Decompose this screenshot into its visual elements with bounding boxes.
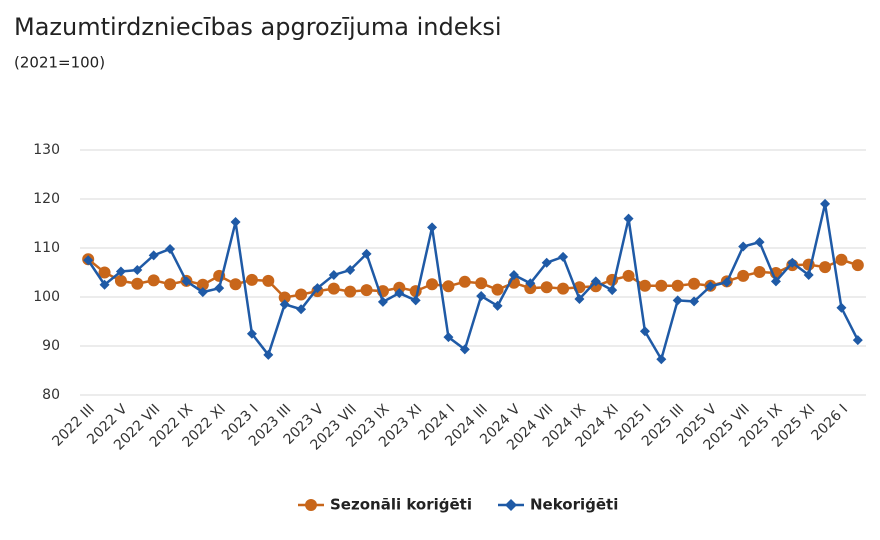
point	[197, 287, 208, 298]
point	[541, 257, 552, 268]
point	[819, 261, 832, 274]
point	[327, 282, 340, 295]
chart-subtitle: (2021=100)	[14, 54, 105, 72]
point	[443, 332, 454, 343]
point	[671, 279, 684, 292]
point	[705, 281, 716, 292]
point	[312, 283, 323, 294]
point	[393, 281, 406, 294]
point	[131, 277, 144, 290]
point	[540, 281, 553, 294]
point	[442, 280, 455, 293]
point	[770, 276, 781, 287]
point	[99, 279, 110, 290]
point	[377, 296, 388, 307]
chart-title: Mazumtirdzniecības apgrozījuma indeksi	[14, 13, 502, 41]
point	[475, 277, 488, 290]
point	[508, 269, 519, 280]
legend-item: Nekoriģēti	[498, 496, 618, 514]
y-tick-label: 90	[42, 338, 60, 354]
point	[262, 274, 275, 287]
point	[278, 291, 291, 304]
point	[263, 349, 274, 360]
legend-marker	[305, 499, 317, 511]
point	[656, 354, 667, 365]
point	[639, 326, 650, 337]
point	[622, 269, 635, 282]
x-tick-label: 2026 I	[809, 401, 852, 444]
point	[181, 276, 192, 287]
point	[787, 257, 798, 268]
point	[279, 299, 290, 310]
point	[623, 213, 634, 224]
point	[410, 295, 421, 306]
point	[328, 269, 339, 280]
point	[574, 293, 585, 304]
point	[851, 259, 864, 272]
point	[132, 265, 143, 276]
y-tick-label: 80	[42, 387, 60, 403]
point	[147, 274, 160, 287]
point	[196, 278, 209, 291]
point	[835, 253, 848, 266]
point	[688, 277, 701, 290]
point	[115, 266, 126, 277]
point	[836, 302, 847, 313]
point	[165, 243, 176, 254]
point	[672, 295, 683, 306]
legend-label: Sezonāli koriģēti	[330, 496, 472, 514]
point	[426, 278, 439, 291]
point	[753, 266, 766, 279]
point	[114, 274, 127, 287]
point	[558, 251, 569, 262]
point	[229, 278, 242, 291]
point	[83, 255, 94, 266]
legend-marker	[505, 499, 517, 511]
point	[295, 288, 308, 301]
point	[164, 278, 177, 291]
point	[655, 279, 668, 292]
point	[492, 300, 503, 311]
y-tick-label: 130	[33, 142, 60, 158]
point	[361, 248, 372, 259]
point	[246, 328, 257, 339]
point	[148, 250, 159, 261]
point	[607, 285, 618, 296]
point	[820, 198, 831, 209]
point	[491, 283, 504, 296]
point	[737, 269, 750, 282]
point	[590, 276, 601, 287]
y-tick-label: 110	[33, 240, 60, 256]
point	[427, 222, 438, 233]
legend-label: Nekoriģēti	[530, 496, 618, 514]
point	[394, 288, 405, 299]
point	[360, 284, 373, 297]
point	[476, 291, 487, 302]
point	[721, 277, 732, 288]
point	[557, 282, 570, 295]
point	[214, 283, 225, 294]
point	[803, 269, 814, 280]
point	[98, 266, 111, 279]
point	[296, 304, 307, 315]
legend-item: Sezonāli koriģēti	[298, 496, 472, 514]
point	[459, 344, 470, 355]
point	[754, 237, 765, 248]
point	[852, 335, 863, 346]
y-tick-label: 120	[33, 191, 60, 207]
point	[458, 275, 471, 288]
point	[738, 241, 749, 252]
point	[245, 273, 258, 286]
point	[638, 279, 651, 292]
point	[525, 278, 536, 289]
point	[344, 285, 357, 298]
point	[230, 217, 241, 228]
y-tick-label: 100	[33, 289, 60, 305]
point	[345, 265, 356, 276]
point	[689, 296, 700, 307]
